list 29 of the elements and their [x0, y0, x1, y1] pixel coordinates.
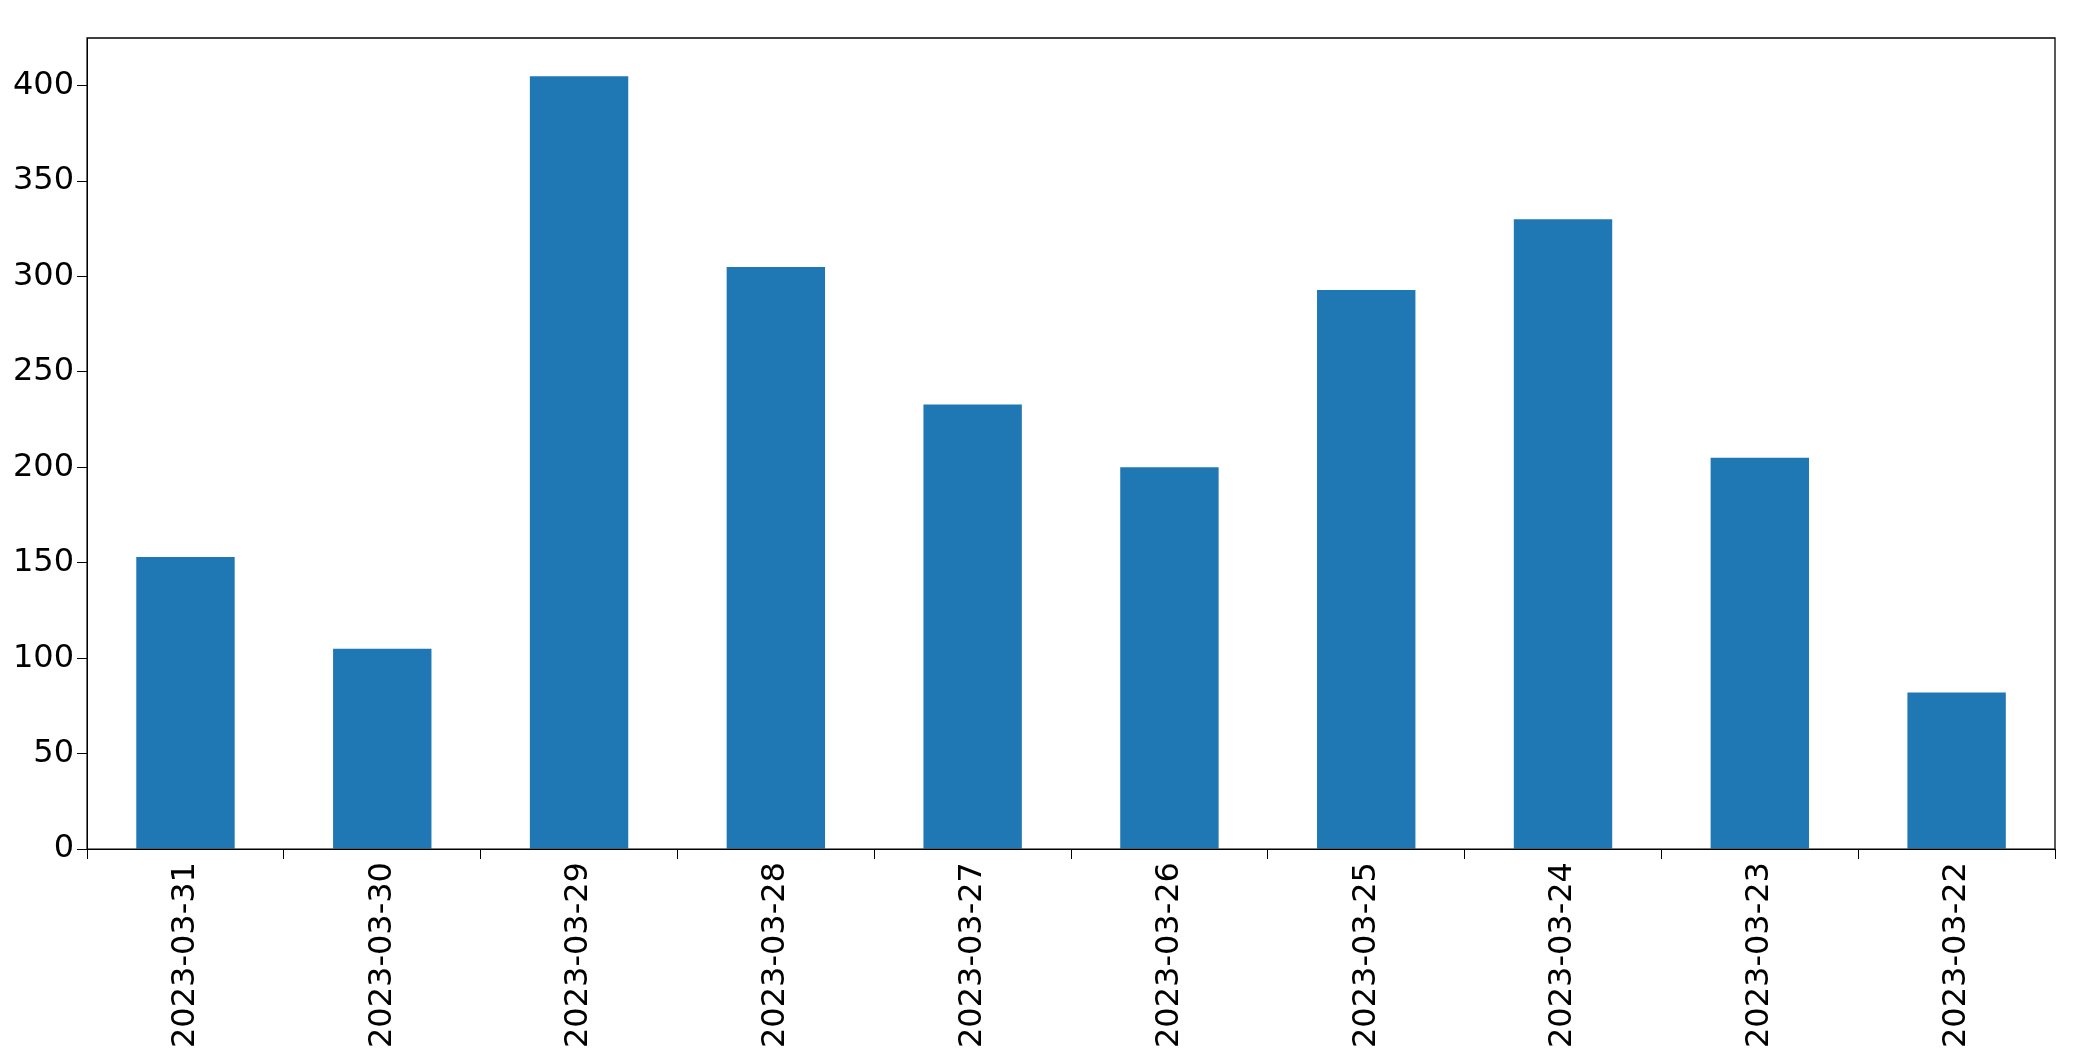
x-tick-label: 2023-03-28 — [754, 862, 793, 1048]
y-tick-label: 100 — [13, 636, 75, 675]
bar — [529, 76, 629, 849]
y-tick-label: 250 — [13, 350, 75, 389]
x-tick-label: 2023-03-26 — [1147, 862, 1186, 1048]
x-tick-label: 2023-03-22 — [1934, 862, 1973, 1048]
bar — [333, 648, 432, 849]
y-tick-label: 200 — [13, 445, 75, 484]
bar — [1907, 692, 2006, 849]
y-tick-label: 300 — [13, 254, 75, 293]
bar — [1120, 467, 1219, 849]
y-tick-label: 0 — [53, 827, 75, 866]
bar — [1710, 457, 1810, 849]
bar — [1513, 219, 1613, 849]
x-tick-label: 2023-03-29 — [557, 862, 596, 1048]
bar — [1317, 289, 1416, 849]
y-tick-label: 150 — [13, 541, 75, 580]
x-tick-label: 2023-03-31 — [163, 862, 202, 1048]
y-tick-label: 400 — [13, 64, 75, 103]
bar — [136, 557, 235, 849]
x-tick-label: 2023-03-24 — [1541, 862, 1580, 1048]
x-tick-label: 2023-03-30 — [360, 862, 399, 1048]
x-tick-label: 2023-03-25 — [1344, 862, 1383, 1048]
bar — [923, 404, 1022, 849]
y-tick-label: 50 — [33, 731, 75, 770]
x-tick-label: 2023-03-23 — [1738, 862, 1777, 1048]
bar — [726, 267, 826, 849]
x-tick-label: 2023-03-27 — [950, 862, 989, 1048]
y-tick-label: 350 — [13, 159, 75, 198]
